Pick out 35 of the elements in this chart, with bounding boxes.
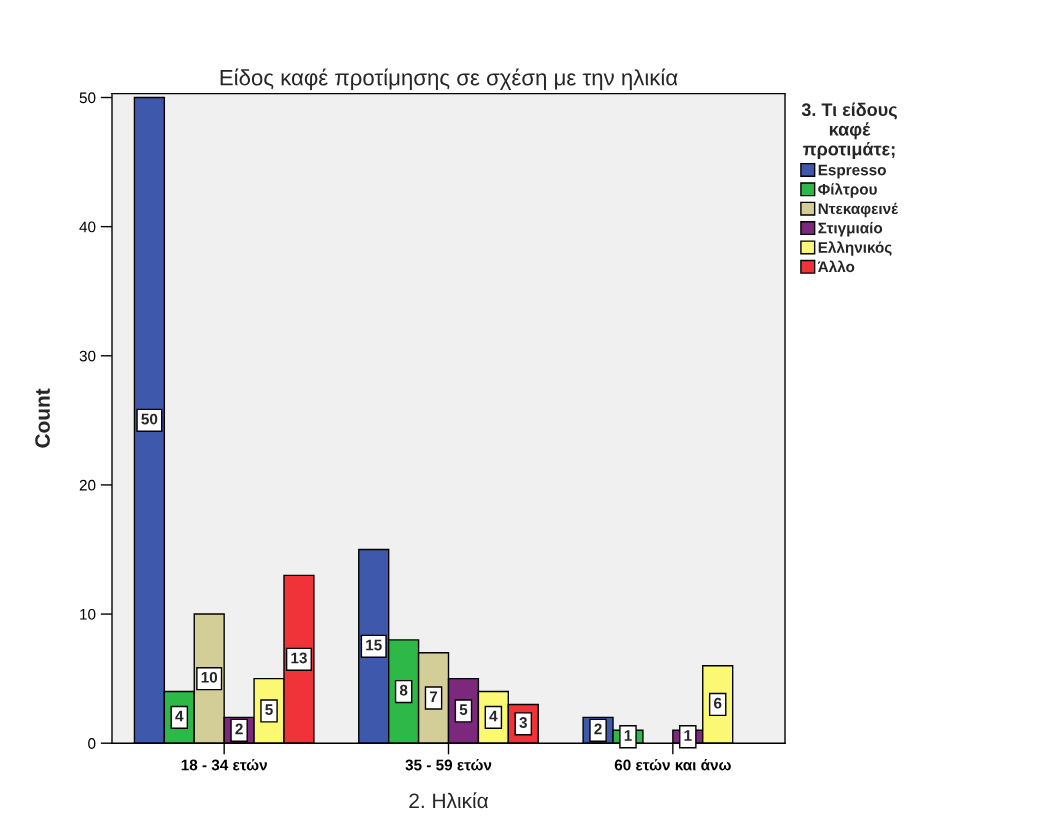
x-tick-label: 18 - 34 ετών <box>181 759 267 771</box>
y-tick-label: 0 <box>88 738 96 749</box>
legend-title: 3. Τι είδους καφέ προτιμάτε; <box>801 102 897 160</box>
data-label: 4 <box>175 710 184 722</box>
data-label: 1 <box>624 730 632 741</box>
x-axis-title: 2. Ηλικία <box>409 792 489 809</box>
chart-title: Είδος καφέ προτίμησης σε σχέση με την ηλικία <box>220 68 678 90</box>
legend-label: Espresso <box>818 164 886 179</box>
data-label: 7 <box>429 691 438 702</box>
data-label: 13 <box>291 652 307 664</box>
data-label: 1 <box>684 730 692 741</box>
y-tick-label: 50 <box>79 92 96 104</box>
data-label: 2 <box>594 723 602 735</box>
data-label: 5 <box>265 704 273 716</box>
y-tick-label: 10 <box>80 608 96 620</box>
y-tick-label: 40 <box>79 221 96 233</box>
legend-label: Άλλο <box>817 260 855 273</box>
x-tick-label: 35 - 59 ετών <box>405 759 492 771</box>
legend-label: Ελληνικός <box>818 241 892 256</box>
data-label: 10 <box>201 671 218 683</box>
legend-label: Στιγμιαίο <box>818 222 883 237</box>
data-label: 4 <box>489 710 498 722</box>
data-label: 6 <box>714 697 722 709</box>
y-tick-label: 20 <box>79 479 96 491</box>
x-tick-label: 60 ετών και άνω <box>614 759 731 771</box>
data-label: 2 <box>235 723 243 735</box>
y-tick-label: 30 <box>79 350 96 362</box>
data-label: 15 <box>366 639 382 651</box>
legend-label: Φίλτρου <box>818 183 877 198</box>
legend-label: Ντεκαφεινέ <box>818 202 899 218</box>
y-axis-title: Count <box>35 388 50 448</box>
data-label: 5 <box>459 704 468 716</box>
data-label: 50 <box>141 413 158 425</box>
data-label: 8 <box>399 684 408 696</box>
data-label: 3 <box>519 717 527 728</box>
